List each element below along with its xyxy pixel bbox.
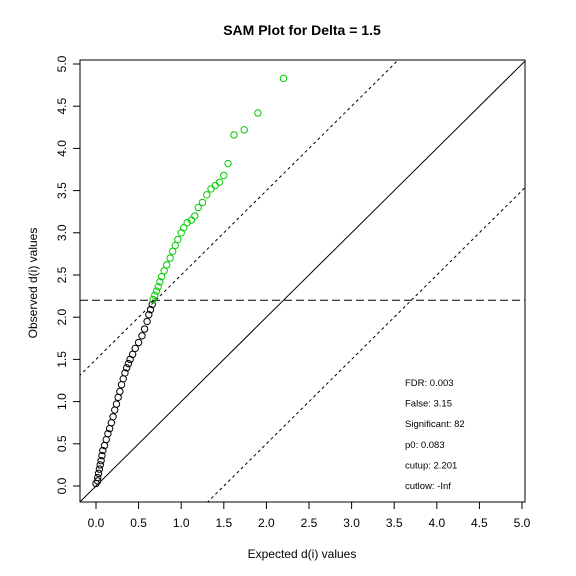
x-tick-label: 2.0 xyxy=(258,516,275,530)
y-tick-label: 3.5 xyxy=(55,182,69,199)
data-point xyxy=(111,406,119,414)
data-point xyxy=(194,203,202,212)
data-point xyxy=(97,456,105,465)
data-point xyxy=(94,477,102,485)
data-point xyxy=(117,381,126,389)
data-point xyxy=(240,126,248,134)
x-tick-label: 1.0 xyxy=(173,516,190,530)
data-point xyxy=(254,109,262,117)
data-point xyxy=(121,369,129,377)
x-tick-label: 0.5 xyxy=(130,516,147,530)
data-point xyxy=(207,185,215,193)
stat-line: cutlow: -Inf xyxy=(405,481,451,492)
x-tick-label: 1.5 xyxy=(215,516,232,530)
chart-title: SAM Plot for Delta = 1.5 xyxy=(223,22,381,38)
data-point xyxy=(191,212,199,220)
data-point xyxy=(98,451,106,460)
upper-delta-line xyxy=(80,60,399,376)
x-tick-label: 3.5 xyxy=(386,516,403,530)
data-point xyxy=(171,241,179,250)
data-point xyxy=(156,278,164,286)
data-point xyxy=(112,400,121,408)
y-tick-label: 1.5 xyxy=(55,351,69,368)
data-point xyxy=(124,359,133,368)
data-point xyxy=(279,74,288,83)
data-point xyxy=(163,261,171,269)
data-point xyxy=(224,159,232,168)
data-point xyxy=(128,350,137,359)
data-point xyxy=(131,344,139,353)
data-point xyxy=(119,375,127,383)
data-point xyxy=(146,305,155,314)
stat-line: Significant: 82 xyxy=(405,419,465,430)
data-point xyxy=(143,317,151,326)
y-axis-title: Observed d(i) values xyxy=(26,228,40,339)
data-point xyxy=(122,364,131,372)
data-point xyxy=(148,300,156,309)
data-point xyxy=(94,473,102,482)
x-tick-label: 2.5 xyxy=(301,516,318,530)
data-point xyxy=(102,435,110,444)
data-point xyxy=(203,191,211,199)
x-tick-label: 4.5 xyxy=(471,516,488,530)
data-point xyxy=(145,310,153,319)
data-point xyxy=(151,291,159,299)
data-point xyxy=(109,413,117,421)
y-tick-label: 3.0 xyxy=(55,224,69,241)
data-point xyxy=(152,287,161,295)
stats-annotation: FDR: 0.003 False: 3.15 Significant: 82 p0: … xyxy=(405,378,465,492)
data-point xyxy=(134,338,143,347)
data-point xyxy=(107,419,116,427)
data-point xyxy=(96,461,104,469)
stat-line: p0: 0.083 xyxy=(405,440,445,451)
data-points xyxy=(92,74,288,488)
data-point xyxy=(211,181,219,190)
x-tick-label: 3.0 xyxy=(343,516,360,530)
data-point xyxy=(215,178,224,186)
stat-line: FDR: 0.003 xyxy=(405,378,454,389)
y-tick-label: 1.0 xyxy=(55,393,69,410)
data-point xyxy=(99,446,107,455)
data-point xyxy=(154,283,162,291)
y-tick-label: 2.5 xyxy=(55,266,69,283)
data-point xyxy=(140,325,149,333)
y-tick-label: 4.5 xyxy=(55,98,69,115)
x-tick-label: 4.0 xyxy=(428,516,445,530)
data-point xyxy=(230,131,238,139)
data-point xyxy=(220,171,228,180)
data-point xyxy=(157,272,166,281)
data-point xyxy=(95,465,104,473)
data-point xyxy=(183,218,191,227)
plot-frame xyxy=(79,59,526,503)
data-point xyxy=(149,295,157,304)
data-point xyxy=(94,469,103,478)
data-point xyxy=(116,387,124,396)
stat-line: False: 3.15 xyxy=(405,399,452,410)
data-point xyxy=(104,429,112,438)
x-axis: 0.0 0.5 1.0 1.5 2.0 2.5 3.0 3.5 4.0 4.5 5.0 xyxy=(88,502,531,530)
data-point xyxy=(138,332,146,340)
diagonal-line xyxy=(80,60,525,502)
x-tick-label: 0.0 xyxy=(88,516,105,530)
reference-lines xyxy=(80,60,525,502)
data-point xyxy=(160,267,168,275)
data-point xyxy=(198,198,207,207)
stat-line: cutup: 2.201 xyxy=(405,460,457,471)
x-tick-label: 5.0 xyxy=(514,516,531,530)
data-point xyxy=(174,235,182,244)
data-point xyxy=(180,224,188,232)
y-tick-label: 2.0 xyxy=(55,309,69,326)
y-tick-label: 0.5 xyxy=(55,435,69,452)
data-point xyxy=(168,247,177,256)
data-point xyxy=(114,393,122,402)
y-tick-label: 0.0 xyxy=(55,477,69,494)
y-axis: 0.0 0.5 1.0 1.5 2.0 2.5 3.0 3.5 4.0 4.5 5.0 xyxy=(55,55,80,494)
x-axis-title: Expected d(i) values xyxy=(248,547,357,561)
data-point xyxy=(166,254,174,262)
y-tick-label: 5.0 xyxy=(55,55,69,72)
y-tick-label: 4.0 xyxy=(55,140,69,157)
